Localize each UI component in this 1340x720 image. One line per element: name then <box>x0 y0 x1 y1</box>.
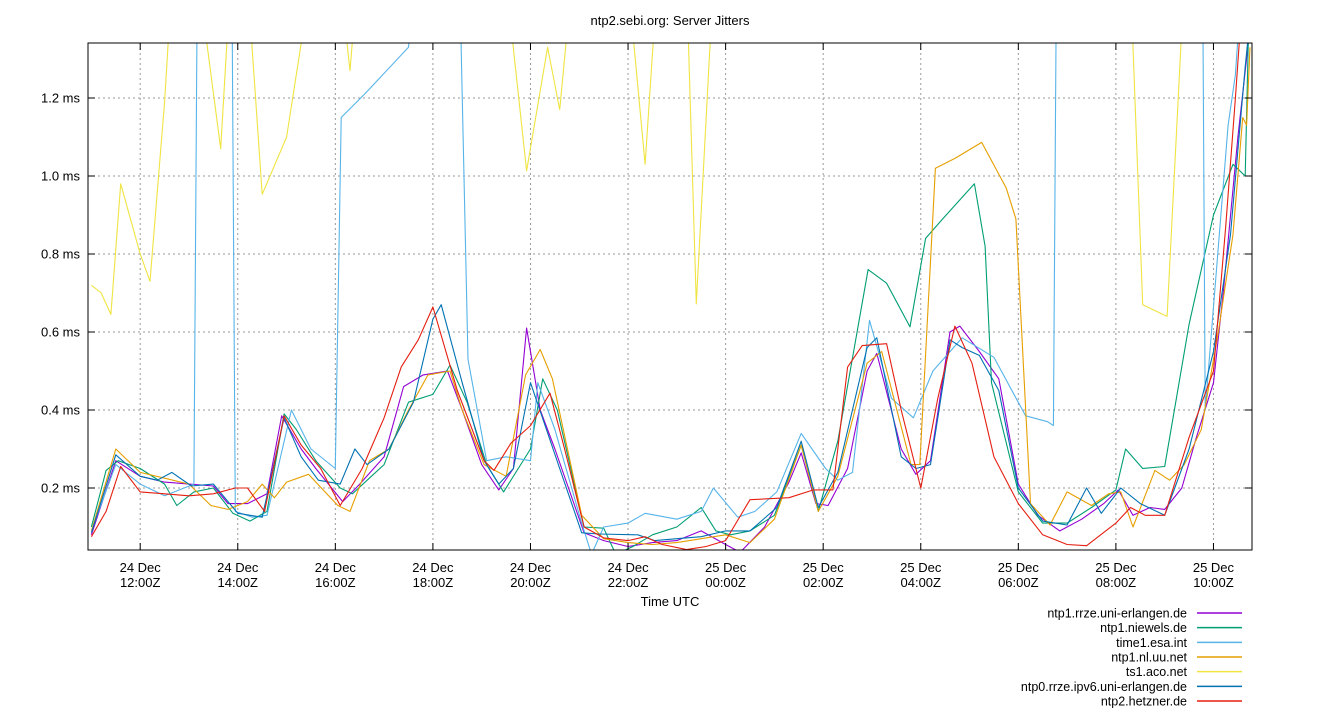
x-tick-label-date: 25 Dec <box>998 560 1040 575</box>
y-tick-label: 0.4 ms <box>41 402 81 417</box>
x-tick-label-date: 24 Dec <box>412 560 454 575</box>
x-tick-label-date: 25 Dec <box>803 560 845 575</box>
x-tick-label-date: 25 Dec <box>1095 560 1137 575</box>
x-axis-title: Time UTC <box>640 594 700 609</box>
legend-label-ntp1.nl.uu.net: ntp1.nl.uu.net <box>1111 651 1187 665</box>
y-tick-label: 0.2 ms <box>41 480 81 495</box>
x-tick-label-date: 24 Dec <box>607 560 649 575</box>
series-line-ntp2.hetzner.de <box>90 43 1240 550</box>
x-tick-label-time: 08:00Z <box>1096 575 1137 590</box>
series-line-ntp1.rrze.uni-erlangen.de <box>90 43 1249 550</box>
x-tick-label-date: 25 Dec <box>705 560 747 575</box>
x-tick-label-time: 14:00Z <box>218 575 259 590</box>
legend-label-time1.esa.int: time1.esa.int <box>1116 636 1187 650</box>
y-tick-label: 1.0 ms <box>41 168 81 183</box>
x-tick-label-time: 06:00Z <box>998 575 1039 590</box>
plot-border <box>87 42 1253 551</box>
legend-label-ntp1.rrze.uni-erlangen.de: ntp1.rrze.uni-erlangen.de <box>1047 607 1187 621</box>
legend-label-ts1.aco.net: ts1.aco.net <box>1126 665 1188 679</box>
legend-label-ntp2.hetzner.de: ntp2.hetzner.de <box>1101 695 1187 709</box>
x-tick-label-date: 24 Dec <box>510 560 552 575</box>
series-line-time1.esa.int <box>90 43 1239 550</box>
x-tick-label-date: 24 Dec <box>120 560 162 575</box>
x-tick-label-date: 25 Dec <box>900 560 942 575</box>
x-tick-label-time: 18:00Z <box>413 575 454 590</box>
y-tick-label: 0.8 ms <box>41 246 81 261</box>
series-line-ntp1.niewels.de <box>90 43 1249 550</box>
x-tick-label-time: 10:00Z <box>1193 575 1234 590</box>
legend-label-ntp0.rrze.ipv6.uni-erlangen.de: ntp0.rrze.ipv6.uni-erlangen.de <box>1021 680 1187 694</box>
x-tick-label-time: 02:00Z <box>803 575 844 590</box>
x-tick-label-time: 22:00Z <box>608 575 649 590</box>
x-tick-label-time: 20:00Z <box>510 575 551 590</box>
x-tick-label-time: 00:00Z <box>705 575 746 590</box>
x-tick-label-time: 16:00Z <box>315 575 356 590</box>
x-tick-label-time: 12:00Z <box>120 575 161 590</box>
chart-title: ntp2.sebi.org: Server Jitters <box>590 13 750 28</box>
y-tick-label: 0.6 ms <box>41 324 81 339</box>
y-tick-label: 1.2 ms <box>41 90 81 105</box>
x-tick-label-date: 24 Dec <box>217 560 259 575</box>
series-line-ntp0.rrze.ipv6.uni-erlangen.de <box>90 43 1249 542</box>
x-tick-label-date: 25 Dec <box>1193 560 1235 575</box>
series-line-ts1.aco.net <box>91 43 1182 317</box>
x-tick-label-date: 24 Dec <box>315 560 357 575</box>
legend-label-ntp1.niewels.de: ntp1.niewels.de <box>1100 621 1187 635</box>
x-tick-label-time: 04:00Z <box>901 575 942 590</box>
series-line-ntp1.nl.uu.net <box>90 47 1251 546</box>
